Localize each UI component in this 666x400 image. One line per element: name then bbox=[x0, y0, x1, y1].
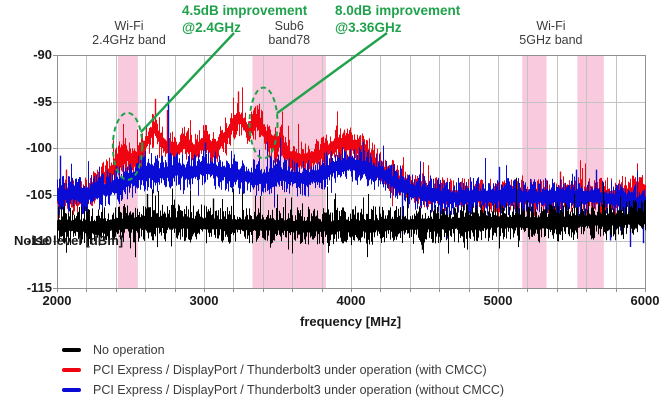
y-tick-label: -115 bbox=[26, 280, 52, 295]
x-tick-label: 5000 bbox=[483, 293, 513, 308]
legend-swatch bbox=[62, 388, 81, 392]
x-tick-label: 6000 bbox=[630, 293, 660, 308]
improvement-annotation: 8.0dB improvement @3.36GHz bbox=[335, 2, 460, 36]
improvement-annotation-line: 4.5dB improvement bbox=[182, 3, 308, 18]
legend-item: PCI Express / DisplayPort / Thunderbolt3… bbox=[62, 380, 504, 400]
legend-label: PCI Express / DisplayPort / Thunderbolt3… bbox=[93, 383, 505, 397]
y-tick-label: -105 bbox=[25, 186, 52, 202]
y-tick-label: -110 bbox=[26, 233, 52, 249]
band-label-line: Wi-Fi bbox=[114, 19, 144, 33]
improvement-annotation-line: 8.0dB improvement bbox=[335, 3, 461, 18]
improvement-annotation-line: @3.36GHz bbox=[335, 20, 402, 35]
legend-swatch bbox=[62, 348, 81, 352]
legend-label: PCI Express / DisplayPort / Thunderbolt3… bbox=[93, 363, 487, 377]
improvement-annotation: 4.5dB improvement @2.4GHz bbox=[182, 2, 307, 36]
band-label: Wi-Fi 5GHz band bbox=[481, 19, 621, 47]
band-label-line: Wi-Fi bbox=[536, 19, 566, 33]
legend: No operation PCI Express / DisplayPort / … bbox=[62, 340, 504, 400]
band-label-line: Sub6 bbox=[274, 19, 304, 33]
y-tick-label: -95 bbox=[33, 93, 52, 109]
legend-item: No operation bbox=[62, 340, 504, 360]
x-axis-title: frequency [MHz] bbox=[300, 314, 402, 329]
band-label-line: 2.4GHz band bbox=[92, 32, 166, 47]
y-tick-label: -100 bbox=[25, 140, 52, 156]
band-label-line: 5GHz band bbox=[519, 32, 583, 47]
legend-swatch bbox=[62, 368, 81, 372]
y-tick-label: -90 bbox=[33, 47, 52, 62]
band-label: Sub6 band78 bbox=[219, 19, 359, 47]
x-tick-label: 2000 bbox=[42, 293, 72, 308]
improvement-annotation-line: @2.4GHz bbox=[182, 20, 241, 35]
legend-item: PCI Express / DisplayPort / Thunderbolt3… bbox=[62, 360, 504, 380]
x-tick-label: 4000 bbox=[336, 293, 366, 308]
band-label-line: band78 bbox=[268, 32, 311, 47]
band-label: Wi-Fi 2.4GHz band bbox=[59, 19, 199, 47]
legend-label: No operation bbox=[93, 343, 165, 357]
x-tick-label: 3000 bbox=[189, 293, 219, 308]
y-axis-title: Noise level [dBm] bbox=[14, 233, 124, 248]
